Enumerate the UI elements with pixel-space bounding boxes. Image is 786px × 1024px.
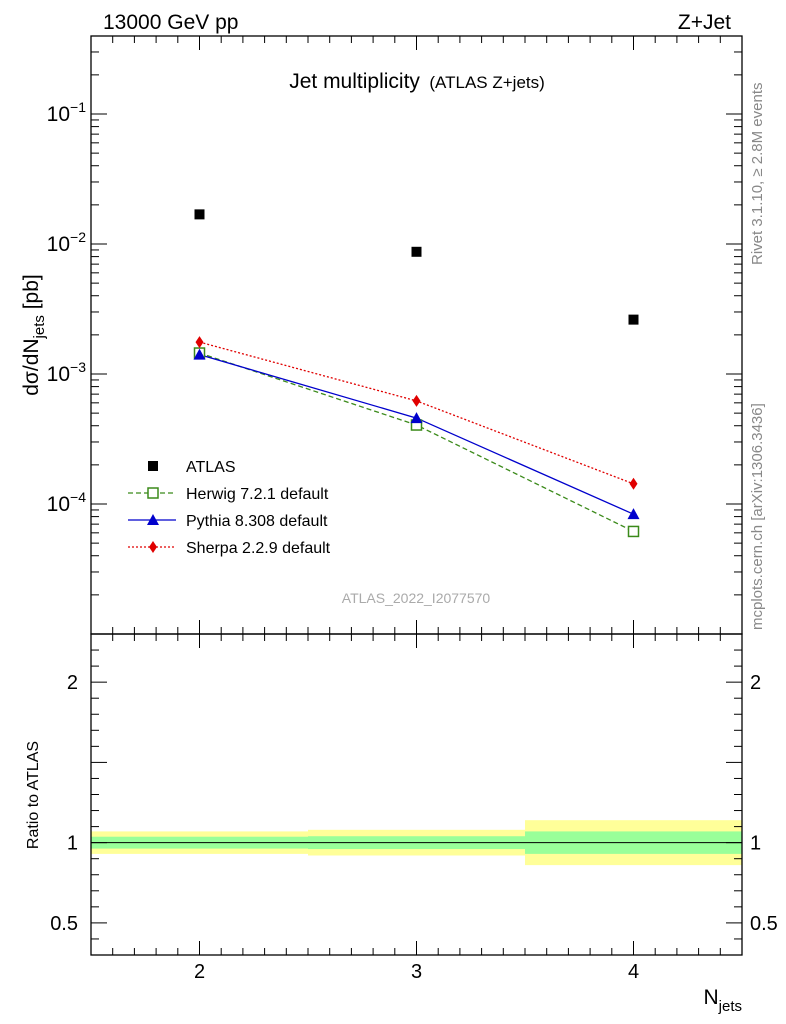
- main-y-label-sub: jets: [31, 315, 48, 339]
- x-tick-label: 2: [194, 961, 205, 983]
- data-point: [629, 477, 638, 490]
- x-tick-label: 4: [628, 961, 639, 983]
- y-tick-label: 10−2: [47, 229, 87, 256]
- y-tick-label-base: 10: [47, 363, 70, 386]
- legend-marker: [147, 514, 159, 525]
- energy-label: 13000 GeV pp: [103, 11, 238, 34]
- x-axis-label-text: N: [703, 986, 718, 1009]
- data-point: [411, 246, 422, 257]
- ratio-y-tick-label-right: 0.5: [750, 913, 778, 935]
- ratio-y-tick-label: 1: [67, 833, 78, 855]
- data-point: [195, 336, 204, 349]
- mcplots-label: mcplots.cern.ch [arXiv:1306.3436]: [749, 403, 766, 630]
- y-tick-label-exp: −2: [70, 229, 86, 245]
- analysis-watermark: ATLAS_2022_I2077570: [342, 590, 491, 606]
- ratio-y-tick-label-right: 2: [750, 672, 761, 694]
- ratio-panel: [91, 820, 742, 866]
- ratio-y-tick-label: 2: [67, 672, 78, 694]
- ratio-y-tick-label-right: 1: [750, 833, 761, 855]
- x-tick-label: 3: [411, 961, 422, 983]
- legend-marker: [149, 541, 157, 553]
- y-tick-label: 10−1: [47, 99, 87, 126]
- rivet-label: Rivet 3.1.10, ≥ 2.8M events: [749, 83, 766, 266]
- y-tick-label: 10−4: [47, 489, 87, 516]
- chart-title-main: Jet multiplicity: [289, 70, 420, 93]
- ratio-frame: [90, 633, 743, 956]
- process-label: Z+Jet: [678, 11, 731, 34]
- main-y-label-text: dσ/dN: [20, 338, 43, 395]
- legend-label: Pythia 8.308 default: [186, 513, 328, 530]
- y-tick-label: 10−3: [47, 359, 87, 386]
- ratio-axes: 2 3 4 2 2 1 1 0.5 0.5: [50, 633, 778, 983]
- data-point: [412, 394, 421, 407]
- ratio-y-tick-label: 0.5: [50, 913, 78, 935]
- y-tick-label-exp: −1: [70, 99, 86, 115]
- legend-marker: [147, 487, 159, 499]
- main-y-label-unit: [pb]: [20, 274, 43, 315]
- y-tick-label-base: 10: [47, 493, 70, 516]
- legend-label: ATLAS: [186, 459, 236, 476]
- data-point: [410, 412, 423, 424]
- x-axis-label-sub: jets: [718, 998, 742, 1015]
- chart-title: Jet multiplicity (ATLAS Z+jets): [289, 70, 545, 93]
- data-point: [194, 209, 205, 220]
- data-point: [628, 314, 639, 325]
- y-tick-label-exp: −3: [70, 359, 86, 375]
- data-point: [627, 508, 640, 520]
- legend-label: Herwig 7.2.1 default: [186, 486, 329, 503]
- legend: ATLAS Herwig 7.2.1 default Pythia 8.308 de…: [128, 459, 331, 557]
- y-tick-label-exp: −4: [70, 489, 86, 505]
- main-series: [193, 209, 640, 538]
- legend-marker: [148, 461, 158, 471]
- series-line-1: [199, 352, 634, 533]
- y-tick-label-base: 10: [47, 233, 70, 256]
- x-axis-label: Njets: [703, 986, 742, 1015]
- data-point: [193, 348, 206, 360]
- data-point: [627, 525, 640, 538]
- y-tick-label-base: 10: [47, 103, 70, 126]
- main-y-label: dσ/dNjets [pb]: [20, 274, 48, 396]
- ratio-y-label: Ratio to ATLAS: [25, 741, 42, 849]
- chart-title-sub: (ATLAS Z+jets): [429, 73, 544, 92]
- legend-label: Sherpa 2.2.9 default: [186, 540, 331, 557]
